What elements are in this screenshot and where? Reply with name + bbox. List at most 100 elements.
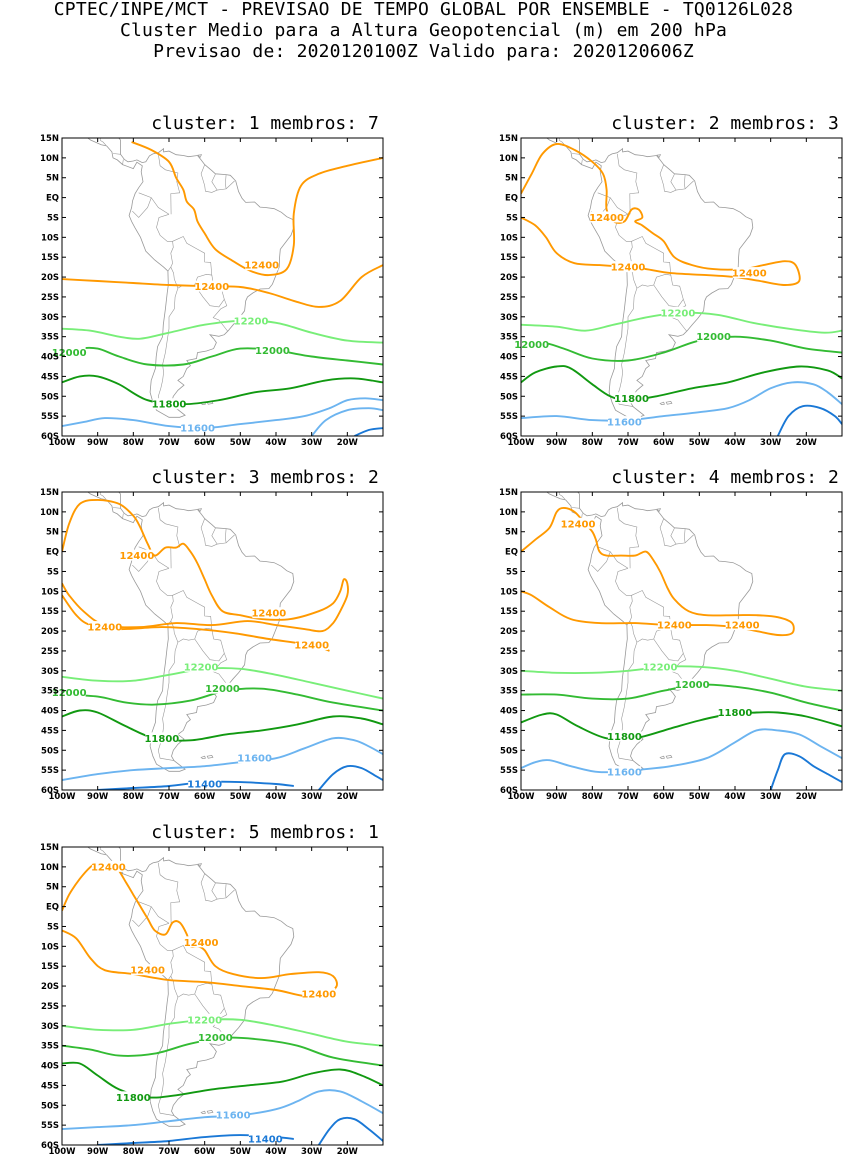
contour-label: 12200: [643, 662, 678, 673]
map-frame: [61, 846, 384, 1146]
contour-label: 12400: [657, 621, 692, 632]
island: [200, 755, 206, 759]
lat-tick-label: 15N: [40, 488, 59, 498]
contour-label: 11600: [180, 424, 215, 435]
lon-tick-label: 80W: [123, 1147, 145, 1157]
contour-11400: [318, 1116, 383, 1145]
lon-tick-label: 50W: [230, 792, 252, 802]
contour-12400: [131, 141, 383, 277]
lon-tick-label: 50W: [689, 792, 711, 802]
contour-11600: [521, 381, 842, 422]
lat-tick-label: 35S: [500, 687, 518, 697]
lon-tick-label: 20W: [337, 792, 359, 802]
contour-label: 11600: [607, 418, 642, 429]
country-border: [653, 629, 684, 662]
lon-tick-label: 100W: [48, 438, 76, 448]
contour-label-bg: [252, 607, 286, 619]
lat-tick-label: 15N: [40, 843, 59, 853]
lat-tick-label: 15S: [41, 962, 59, 972]
lat-tick-label: 60S: [41, 786, 59, 796]
lat-tick-label: 15S: [500, 253, 518, 263]
lat-tick-label: 5N: [46, 174, 59, 184]
lon-tick-label: 90W: [87, 1147, 109, 1157]
contour-label: 12400: [251, 609, 286, 620]
header-line-3: Previsao de: 2020120100Z Valido para: 20…: [153, 41, 694, 62]
lat-tick-label: 10S: [41, 942, 59, 952]
lat-tick-label: 10N: [499, 154, 518, 164]
lat-tick-label: 5S: [506, 213, 518, 223]
lon-tick-label: 30W: [301, 792, 323, 802]
lon-tick-label: 70W: [617, 792, 639, 802]
lat-tick-label: EQ: [46, 194, 59, 204]
coastline: [87, 492, 295, 772]
contour-label: 12400: [301, 990, 336, 1001]
country-border: [194, 984, 225, 1017]
country-border: [597, 192, 629, 215]
country-border: [167, 595, 174, 626]
contour-label-bg: [248, 1133, 282, 1145]
lat-tick-label: 15N: [499, 488, 518, 498]
contour-label: 12200: [661, 308, 696, 319]
contour-label-bg: [732, 267, 766, 279]
lon-tick-label: 40W: [265, 792, 287, 802]
lat-tick-label: 35S: [41, 1042, 59, 1052]
lat-tick-label: 40S: [500, 353, 518, 363]
lon-tick-label: 30W: [760, 792, 782, 802]
lat-tick-label: 40S: [41, 353, 59, 363]
lat-tick-label: 5N: [505, 528, 518, 538]
contour-label: 12000: [675, 680, 710, 691]
contour-label-bg: [184, 660, 218, 672]
country-border: [591, 551, 611, 572]
country-border: [670, 528, 677, 545]
lat-tick-label: 25S: [41, 647, 59, 657]
lon-tick-label: 60W: [194, 1147, 216, 1157]
contour-label-bg: [198, 1031, 232, 1043]
lon-tick-label: 100W: [507, 792, 535, 802]
lon-tick-label: 70W: [158, 438, 180, 448]
contour-label-bg: [52, 686, 86, 698]
lon-tick-label: 30W: [760, 438, 782, 448]
contour-12000: [521, 335, 842, 362]
lat-tick-label: 60S: [500, 432, 518, 442]
island: [197, 508, 203, 513]
panel-title: cluster: 1 membros: 7: [151, 113, 379, 134]
lat-tick-label: 55S: [500, 412, 518, 422]
country-border: [158, 153, 181, 215]
contour-label-bg: [718, 706, 752, 718]
contour-label-bg: [245, 259, 279, 271]
country-border: [581, 513, 583, 519]
contour-label: 11800: [614, 394, 649, 405]
country-border: [225, 174, 227, 189]
contour-label: 12000: [514, 340, 549, 351]
lat-tick-label: 15N: [40, 134, 59, 144]
country-border: [167, 241, 174, 272]
contour-label: 12200: [184, 662, 219, 673]
contour-label-bg: [238, 752, 272, 764]
island: [197, 154, 203, 159]
lat-tick-label: 30S: [500, 313, 518, 323]
contour-label: 11800: [607, 732, 642, 743]
lat-tick-label: 20S: [41, 982, 59, 992]
lat-tick-label: 35S: [41, 333, 59, 343]
lat-tick-label: EQ: [46, 903, 59, 913]
lat-tick-label: 5S: [47, 922, 59, 932]
contour-label-bg: [195, 280, 229, 292]
contour-label: 11600: [607, 768, 642, 779]
contour-label-bg: [181, 422, 215, 434]
contour-11600: [310, 407, 383, 436]
contour-label-bg: [725, 619, 759, 631]
contour-label-bg: [206, 682, 239, 694]
lon-tick-label: 50W: [230, 438, 252, 448]
map-frame: [61, 491, 384, 791]
lat-tick-label: 50S: [500, 392, 518, 402]
country-border: [200, 164, 235, 193]
lat-tick-label: 15S: [500, 607, 518, 617]
country-border: [138, 192, 170, 215]
country-border: [225, 528, 227, 543]
contour-label: 11800: [152, 400, 187, 411]
panel-title: cluster: 3 membros: 2: [151, 467, 379, 488]
contour-12400: [62, 498, 349, 633]
